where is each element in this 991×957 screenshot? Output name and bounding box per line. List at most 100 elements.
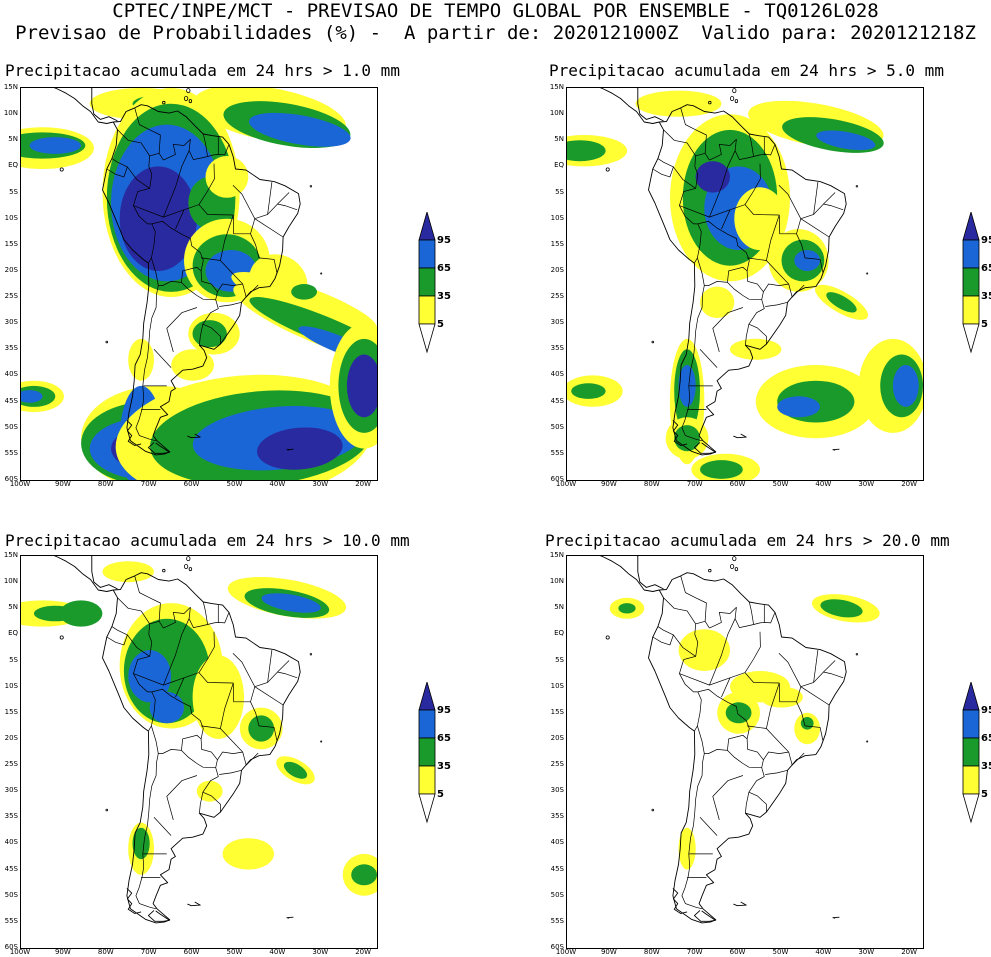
island <box>605 167 610 172</box>
caribbean-island <box>162 568 166 573</box>
contour-level-2 <box>571 383 606 399</box>
contour-level-3 <box>261 593 321 613</box>
lat-tick-label: 5S <box>555 655 564 664</box>
lat-tick-label: 10N <box>549 109 564 118</box>
map-panel-1 <box>20 87 378 481</box>
lat-tick-label: EQ <box>8 629 18 638</box>
legend-swatch-95 <box>418 210 436 241</box>
legend-colorbar <box>962 210 980 354</box>
lat-tick-label: 5S <box>9 187 18 196</box>
panel-title-4: Precipitacao acumulada em 24 hrs > 20.0 … <box>545 531 950 550</box>
lat-tick-label: 10N <box>549 577 564 586</box>
lat-tick-label: 60S <box>550 943 564 951</box>
contour-level-1 <box>222 838 274 870</box>
color-legend-1: 95 65 35 5 <box>417 210 477 362</box>
contour-level-1 <box>730 338 782 360</box>
contour-level-3 <box>777 396 820 418</box>
lat-tick-label: 20S <box>4 733 18 742</box>
contour-level-4 <box>257 427 343 470</box>
lat-tick-label: 15S <box>4 707 18 716</box>
contour-level-2 <box>59 600 103 627</box>
probability-field <box>21 88 377 480</box>
lat-tick-label: 25S <box>4 292 18 301</box>
legend-swatch-below-5 <box>962 793 980 824</box>
header-line-1: CPTEC/INPE/MCT - PREVISAO DE TEMPO GLOBA… <box>112 0 879 22</box>
lon-tick-label: 30W <box>312 480 329 488</box>
contour-level-2 <box>618 603 636 614</box>
legend-label: 5 <box>981 319 988 330</box>
legend-label: 65 <box>437 263 451 274</box>
legend-swatch <box>962 295 980 325</box>
lon-tick-label: 20W <box>901 480 918 488</box>
contour-level-1 <box>102 561 154 583</box>
lat-tick-label: EQ <box>8 161 18 170</box>
legend-label: 95 <box>981 235 991 246</box>
lat-tick-label: 20S <box>550 733 564 742</box>
lon-tick-label: 30W <box>312 948 329 956</box>
legend-swatch <box>418 709 436 739</box>
lat-tick-label: 15N <box>549 551 564 559</box>
lon-tick-label: 50W <box>226 480 243 488</box>
contour-level-1 <box>760 686 803 708</box>
contour-level-2 <box>283 761 308 779</box>
legend-swatch <box>418 239 436 269</box>
caribbean-island <box>708 568 712 573</box>
contour-level-2 <box>725 702 752 724</box>
lon-tick-label: 40W <box>269 948 286 956</box>
legend-label: 35 <box>437 761 451 772</box>
caribbean-island <box>732 556 737 562</box>
lat-tick-label: 5N <box>8 603 18 612</box>
caribbean-island <box>732 88 737 94</box>
legend-swatch-below-5 <box>418 323 436 354</box>
lat-tick-label: 30S <box>550 786 564 795</box>
caribbean-island <box>188 567 193 572</box>
lon-tick-label: 80W <box>97 480 114 488</box>
legend-label: 95 <box>437 705 451 716</box>
legend-swatch-below-5 <box>962 323 980 354</box>
caribbean-island <box>186 88 191 94</box>
lon-tick-label: 50W <box>226 948 243 956</box>
caribbean-island <box>184 563 189 569</box>
lon-tick-label: 60W <box>183 480 200 488</box>
lon-tick-label: 100W <box>9 948 31 956</box>
coastlines <box>599 88 847 456</box>
contour-level-3 <box>149 691 184 724</box>
legend-swatch <box>418 267 436 297</box>
legend-colorbar <box>962 680 980 824</box>
contour-level-2 <box>820 599 863 618</box>
legend-swatch <box>962 765 980 795</box>
lat-tick-label: 35S <box>550 344 564 353</box>
legend-label: 35 <box>981 761 991 772</box>
island <box>59 167 64 172</box>
lat-tick-label: 15S <box>4 239 18 248</box>
lat-tick-label: 25S <box>550 292 564 301</box>
country-borders <box>106 575 298 910</box>
lon-tick-label: 80W <box>643 480 660 488</box>
contour-level-3 <box>21 390 43 403</box>
legend-label: 35 <box>437 291 451 302</box>
lon-tick-label: 60W <box>183 948 200 956</box>
contour-level-4 <box>119 166 197 271</box>
lat-tick-label: 10N <box>3 577 18 586</box>
lat-tick-label: 20S <box>4 265 18 274</box>
contour-level-1 <box>192 655 244 739</box>
lon-tick-label: 30W <box>858 480 875 488</box>
lon-tick-label: 20W <box>901 948 918 956</box>
island <box>866 272 869 275</box>
lat-tick-label: 15N <box>3 551 18 559</box>
contour-level-1 <box>678 629 730 671</box>
lat-tick-label: EQ <box>554 161 564 170</box>
legend-label: 95 <box>981 705 991 716</box>
island <box>651 808 655 812</box>
lon-tick-label: 40W <box>815 480 832 488</box>
contour-level-1 <box>635 90 722 117</box>
legend-label: 5 <box>437 789 444 800</box>
lat-tick-label: 10S <box>4 213 18 222</box>
lat-tick-label: 50S <box>550 890 564 899</box>
lon-tick-label: 90W <box>54 948 71 956</box>
lon-tick-label: 70W <box>686 948 703 956</box>
lat-tick-label: 60S <box>4 475 18 483</box>
lat-tick-label: 10S <box>550 681 564 690</box>
contour-level-3 <box>794 250 821 271</box>
island <box>320 272 323 275</box>
